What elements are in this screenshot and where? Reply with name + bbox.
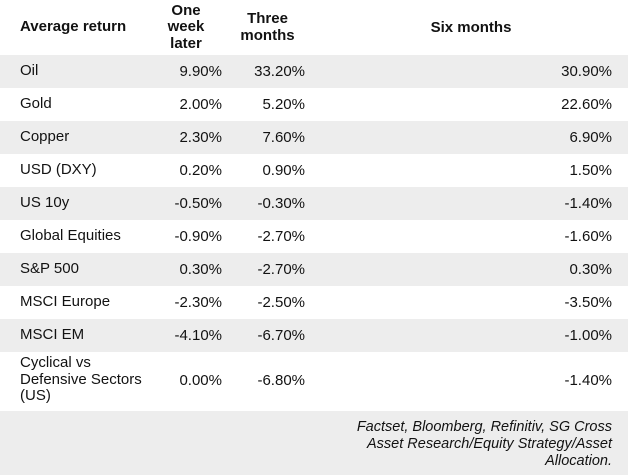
cell-one-week: 0.00%: [179, 371, 222, 389]
row-label: Gold: [20, 95, 52, 113]
table-row-us-10y: US 10y -0.50% -0.30% -1.40%: [0, 187, 628, 220]
table-row-msci-em: MSCI EM -4.10% -6.70% -1.00%: [0, 319, 628, 352]
column-header-three-months: Three months: [240, 10, 295, 44]
column-header-average-return: Average return: [20, 18, 127, 36]
table-row-msci-europe: MSCI Europe -2.30% -2.50% -3.50%: [0, 286, 628, 319]
cell-one-week: 0.20%: [179, 162, 222, 179]
table-row-copper: Copper 2.30% 7.60% 6.90%: [0, 121, 628, 154]
cell-six-months: -1.60%: [564, 228, 612, 245]
footer-gap: [0, 408, 628, 411]
cell-one-week: -0.90%: [174, 228, 222, 245]
row-label: Oil: [20, 62, 39, 80]
table-row-gold: Gold 2.00% 5.20% 22.60%: [0, 88, 628, 121]
cell-three-months: -2.70%: [257, 228, 305, 245]
cell-three-months: -2.70%: [257, 261, 305, 278]
table-row-oil: Oil 9.90% 33.20% 30.90%: [0, 55, 628, 88]
cell-one-week: -4.10%: [174, 327, 222, 344]
cell-six-months: 30.90%: [561, 63, 612, 80]
cell-three-months: 7.60%: [262, 129, 305, 146]
row-label: Global Equities: [20, 227, 121, 245]
source-footer: Factset, Bloomberg, Refinitiv, SG Cross …: [0, 411, 628, 475]
cell-one-week: -2.30%: [174, 294, 222, 311]
cell-six-months: 0.30%: [569, 261, 612, 278]
table-row-cyclical-vs-defensive: Cyclical vs Defensive Sectors (US) 0.00%…: [0, 352, 628, 408]
cell-one-week: 2.00%: [179, 96, 222, 113]
row-label: Copper: [20, 128, 70, 146]
cell-one-week: 2.30%: [179, 129, 222, 146]
cell-six-months: 1.50%: [569, 162, 612, 179]
row-label: US 10y: [20, 194, 70, 212]
cell-six-months: -1.40%: [564, 371, 612, 389]
cell-one-week: -0.50%: [174, 195, 222, 212]
cell-three-months: -2.50%: [257, 294, 305, 311]
table-header-row: Average return One week later Three mont…: [0, 0, 628, 55]
row-label: MSCI EM: [20, 326, 85, 344]
source-text: Factset, Bloomberg, Refinitiv, SG Cross …: [356, 419, 612, 469]
cell-three-months: 5.20%: [262, 96, 305, 113]
cell-six-months: -1.40%: [564, 195, 612, 212]
cell-three-months: 33.20%: [254, 63, 305, 80]
cell-three-months: 0.90%: [262, 162, 305, 179]
row-label: MSCI Europe: [20, 293, 111, 311]
table-row-sp-500: S&P 500 0.30% -2.70% 0.30%: [0, 253, 628, 286]
cell-six-months: -1.00%: [564, 327, 612, 344]
row-label: Cyclical vs Defensive Sectors (US): [20, 353, 142, 405]
cell-three-months: -6.70%: [257, 327, 305, 344]
cell-three-months: -0.30%: [257, 195, 305, 212]
cell-one-week: 9.90%: [179, 63, 222, 80]
cell-six-months: 6.90%: [569, 129, 612, 146]
cell-six-months: 22.60%: [561, 96, 612, 113]
table-row-global-equities: Global Equities -0.90% -2.70% -1.60%: [0, 220, 628, 253]
column-header-six-months: Six months: [430, 19, 512, 36]
table-row-usd-dxy: USD (DXY) 0.20% 0.90% 1.50%: [0, 154, 628, 187]
column-header-one-week-later: One week later: [167, 1, 205, 52]
row-label: S&P 500: [20, 260, 79, 278]
cell-six-months: -3.50%: [564, 294, 612, 311]
cell-three-months: -6.80%: [257, 371, 305, 389]
cell-one-week: 0.30%: [179, 261, 222, 278]
row-label: USD (DXY): [20, 161, 97, 179]
